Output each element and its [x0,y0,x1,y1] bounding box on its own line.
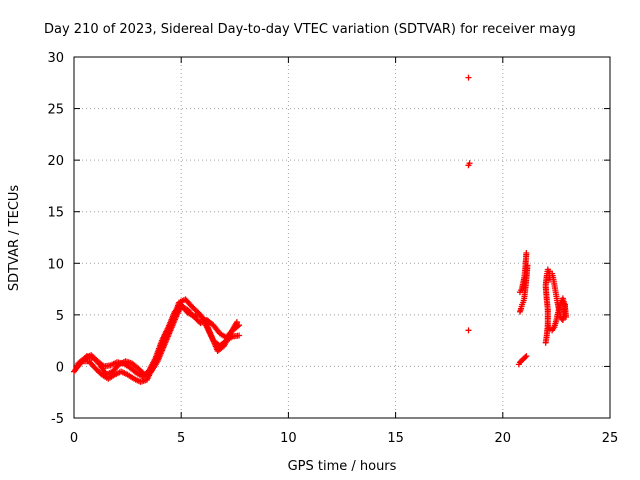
plot-frame [73,56,611,419]
data-point [523,249,530,256]
grid-lines [74,57,610,418]
x-tick-label: 20 [495,431,512,446]
data-point [233,319,240,326]
y-tick-label: 30 [47,51,64,66]
data-point [563,313,570,320]
x-tick-label: 0 [70,431,78,446]
y-tick-label: 5 [56,309,64,324]
data-point [522,354,529,361]
y-axis-label: SDTVAR / TECUs [7,185,22,292]
y-tick-label: 0 [56,360,64,375]
x-tick-label: 5 [177,431,185,446]
y-tick-label: -5 [51,412,64,427]
data-point [466,160,473,167]
x-tick-label: 15 [387,431,404,446]
y-tick-label: 10 [47,257,64,272]
data-points [71,74,570,385]
data-point [465,74,472,81]
axis-ticks: 0 5 10 15 20 25 -5 0 5 10 15 20 25 30 [47,51,618,446]
data-point [465,327,472,334]
data-point [523,353,530,360]
y-tick-label: 15 [47,206,64,221]
chart-title: Day 210 of 2023, Sidereal Day-to-day VTE… [44,22,576,37]
y-tick-label: 25 [47,103,64,118]
x-axis-label: GPS time / hours [288,459,397,474]
x-tick-label: 10 [280,431,297,446]
y-tick-label: 20 [47,154,64,169]
x-tick-label: 25 [602,431,619,446]
data-point [236,332,243,339]
